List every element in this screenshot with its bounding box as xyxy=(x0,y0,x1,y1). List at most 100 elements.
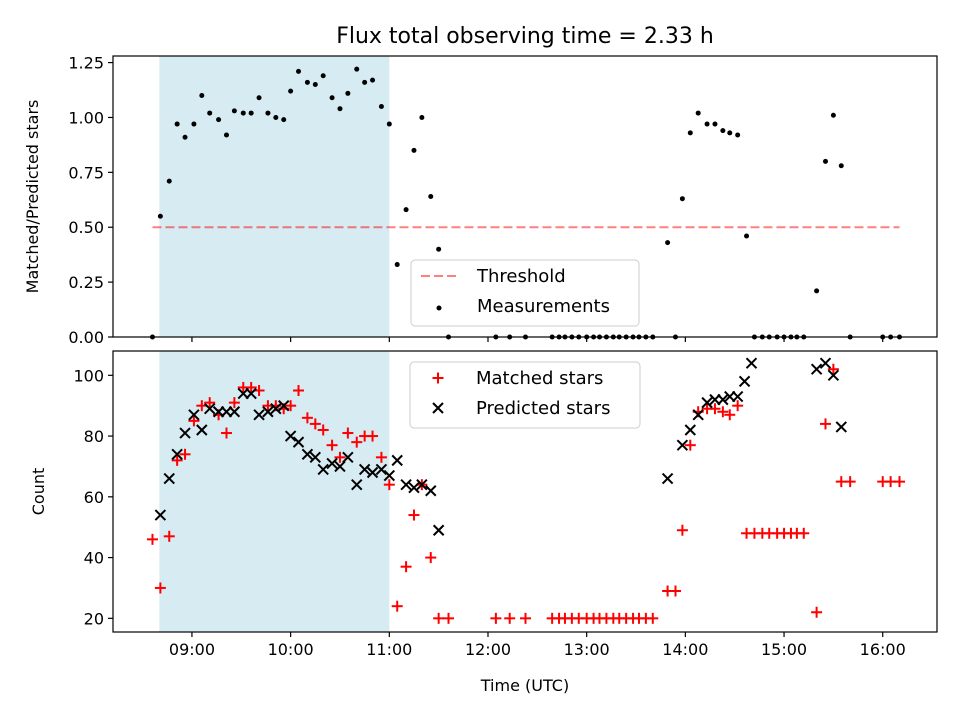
predicted-star-point xyxy=(738,375,751,388)
measurement-point xyxy=(231,108,237,114)
measurement-point xyxy=(312,82,318,88)
measurement-point xyxy=(191,121,197,127)
predicted-x-b xyxy=(819,357,832,369)
chart-title: Flux total observing time = 2.33 h xyxy=(336,24,714,49)
y-tick-label: 1.00 xyxy=(68,108,104,127)
measurement-point xyxy=(695,110,701,116)
predicted-star-point xyxy=(270,403,282,415)
predicted-star-point xyxy=(204,403,216,415)
matched-star-point xyxy=(204,397,216,409)
predicted-star-point xyxy=(228,406,241,418)
measurement-point xyxy=(394,262,400,268)
measurement-point xyxy=(814,288,820,294)
predicted-star-point xyxy=(827,369,840,382)
predicted-star-point xyxy=(661,472,674,485)
predicted-star-point xyxy=(810,363,823,375)
predicted-x-b xyxy=(827,369,840,382)
predicted-star-point xyxy=(154,509,167,521)
matched-star-point xyxy=(391,600,403,612)
matched-star-point xyxy=(317,424,329,436)
x-axis-label: Time (UTC) xyxy=(480,676,569,695)
matched-star-point xyxy=(400,561,412,573)
predicted-x-b xyxy=(432,524,445,536)
predicted-x-b xyxy=(738,375,751,388)
matched-star-point xyxy=(519,612,531,624)
predicted-star-point xyxy=(326,457,338,470)
matched-star-point xyxy=(408,509,420,521)
y-tick-label: 20 xyxy=(84,609,104,628)
predicted-x-b xyxy=(284,430,297,442)
measurement-point xyxy=(687,130,693,136)
predicted-star-point xyxy=(692,409,704,421)
x-tick-label: 13:00 xyxy=(564,640,610,659)
predicted-x-b xyxy=(317,463,329,476)
matched-star-point xyxy=(220,427,232,439)
measurement-point xyxy=(436,246,442,252)
predicted-x-b xyxy=(334,460,346,473)
matched-star-point xyxy=(709,403,721,415)
matched-star-point xyxy=(301,412,313,424)
predicted-star-point xyxy=(425,485,437,497)
measurement-point xyxy=(403,207,409,213)
measurement-point xyxy=(166,178,172,184)
matched-star-point xyxy=(647,612,659,624)
predicted-x-b xyxy=(717,393,729,406)
measurement-point xyxy=(354,66,360,72)
matched-star-point xyxy=(188,415,200,427)
predicted-x-b xyxy=(171,448,183,460)
predicted-x-b xyxy=(661,472,674,485)
predicted-star-point xyxy=(253,409,265,421)
matched-star-point xyxy=(811,606,823,618)
predicted-star-point xyxy=(745,357,758,369)
predicted-x-b xyxy=(278,399,290,412)
measurement-point xyxy=(240,110,246,116)
measurement-point xyxy=(419,114,425,120)
predicted-star-point xyxy=(731,390,744,403)
matched-star-point xyxy=(827,363,839,375)
predicted-star-point xyxy=(334,460,346,473)
measurement-point xyxy=(288,88,294,94)
x-tick-label: 15:00 xyxy=(761,640,807,659)
matched-star-point xyxy=(326,439,338,451)
predicted-star-point xyxy=(676,439,689,451)
y-axis-label: Count xyxy=(29,468,48,516)
matched-star-point xyxy=(443,612,455,624)
measurement-point xyxy=(174,121,180,127)
predicted-star-point xyxy=(351,478,363,491)
measurement-point xyxy=(199,93,205,99)
x-tick-label: 10:00 xyxy=(268,640,314,659)
predicted-x-b xyxy=(745,357,758,369)
measurement-point xyxy=(207,110,213,116)
measurement-point xyxy=(411,147,417,153)
measurement-point xyxy=(256,95,262,101)
predicted-star-point xyxy=(196,424,208,436)
legend-x-b xyxy=(432,402,444,414)
y-tick-label: 0.00 xyxy=(68,328,104,347)
predicted-star-point xyxy=(292,436,305,448)
matched-star-point xyxy=(819,418,831,430)
matched-star-point xyxy=(425,552,437,564)
matched-star-point xyxy=(383,479,395,491)
predicted-x-b xyxy=(253,409,265,421)
predicted-x-b xyxy=(154,509,167,521)
x-tick-label: 16:00 xyxy=(860,640,906,659)
predicted-x-b xyxy=(383,469,396,482)
observing-window-span xyxy=(159,351,390,632)
matched-star-point xyxy=(844,476,856,488)
measurement-point xyxy=(720,128,726,134)
predicted-x-b xyxy=(228,406,241,418)
predicted-star-point xyxy=(301,448,314,460)
count-panel: 20 40 60 80 100 09:00 10:00 11:00 12:00 13:00 14:0… xyxy=(29,350,938,659)
x-tick-label: 12:00 xyxy=(465,640,511,659)
measurement-point xyxy=(337,106,343,112)
predicted-star-point xyxy=(400,478,412,491)
predicted-star-point xyxy=(358,463,371,476)
matched-star-point xyxy=(367,430,379,442)
predicted-star-point xyxy=(375,463,388,476)
y-tick-label: 40 xyxy=(84,549,104,568)
matched-star-point xyxy=(293,384,305,396)
predicted-x-b xyxy=(270,403,282,415)
predicted-x-b xyxy=(835,421,847,433)
predicted-star-point xyxy=(835,421,847,433)
